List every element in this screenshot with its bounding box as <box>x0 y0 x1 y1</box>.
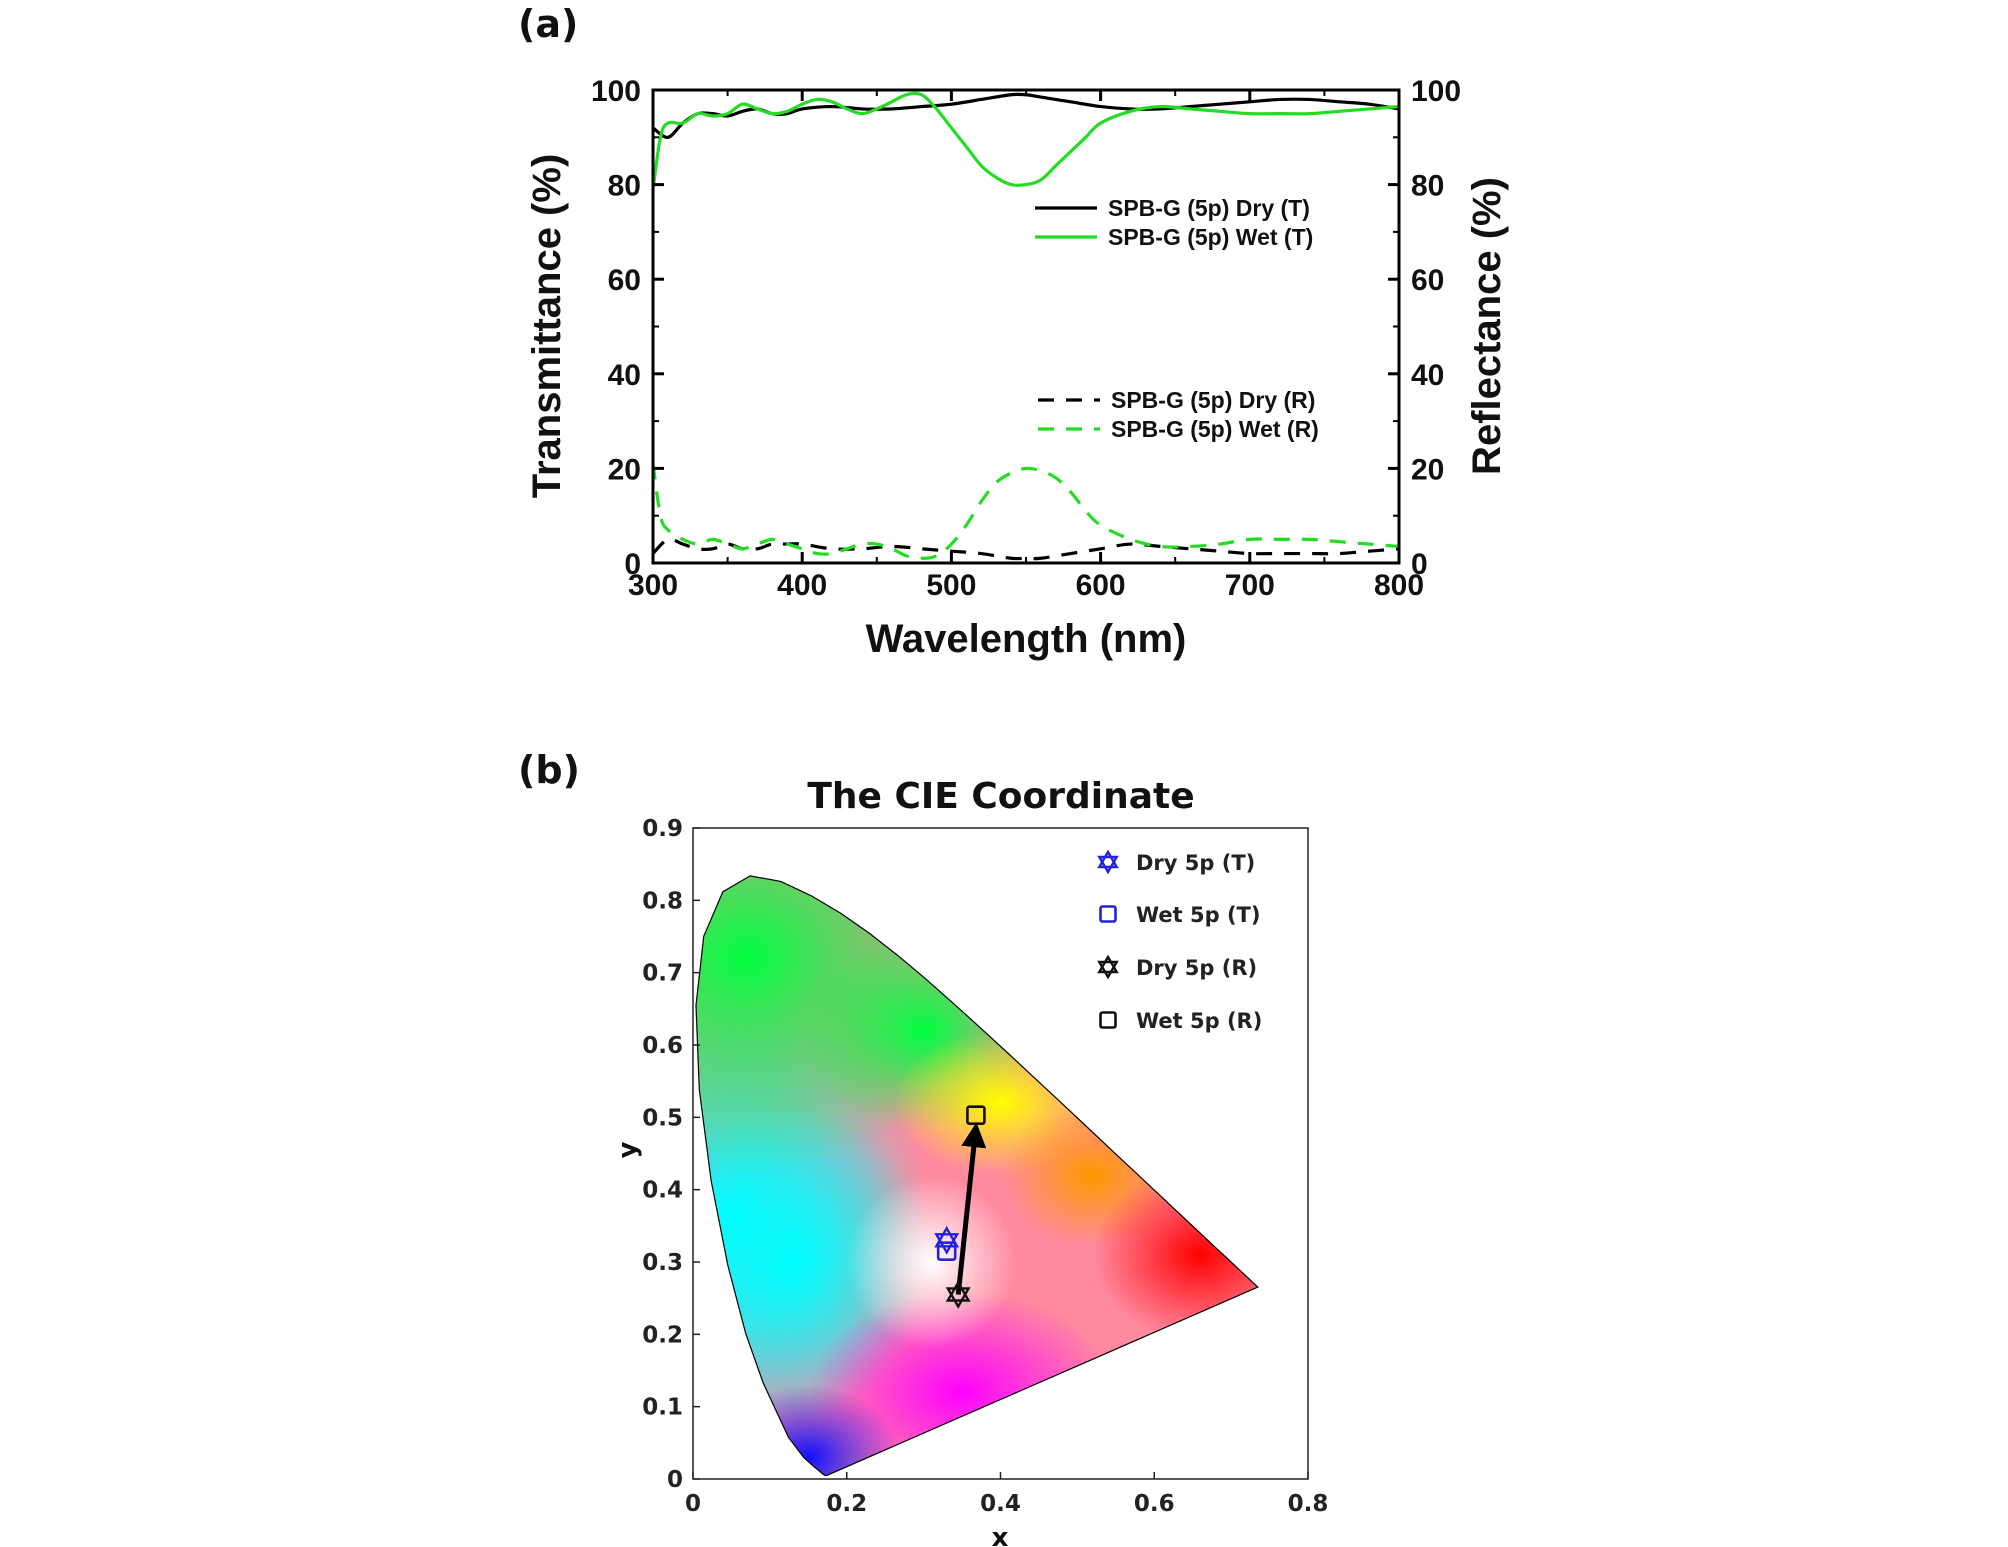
marker-2-tri-up <box>945 1280 971 1302</box>
panel-b-cie-chart: (b) The CIE Coordinate 0 0.2 0.4 0.6 0.8 0 0.1… <box>518 748 1329 1547</box>
panel-b-x-axis-label: x <box>992 1523 1009 1547</box>
panel-a-x-axis-label: Wavelength (nm) <box>866 617 1187 661</box>
series-line-2 <box>653 537 1399 561</box>
marker-3 <box>966 1105 986 1125</box>
panel-a-y-axis-label: Transmittance (%) <box>525 154 569 499</box>
y-tick-label: 20 <box>608 453 641 486</box>
y-tick-label: 0.9 <box>642 816 683 842</box>
cie-color-blob <box>1092 1167 1258 1342</box>
panel-a-spectra-chart: (a) 300 400 500 600 700 800020406080100020406… <box>518 2 1509 661</box>
series-line-0 <box>653 92 1399 139</box>
y-tick-label: 0.4 <box>642 1178 683 1204</box>
legend-marker-0-tri-down <box>1097 855 1119 875</box>
y-tick-label: 0 <box>667 1467 683 1493</box>
x-tick-label: 0.8 <box>1288 1491 1329 1517</box>
legend-marker-3 <box>1099 1011 1117 1029</box>
x-tick-label: 600 <box>1076 569 1126 602</box>
y-tick-label: 0.2 <box>642 1322 683 1348</box>
x-tick-label: 700 <box>1225 569 1275 602</box>
y2-tick-label: 60 <box>1411 264 1444 297</box>
x-tick-label: 0.2 <box>826 1491 867 1517</box>
panel-a-series-group <box>653 91 1399 561</box>
y2-tick-label: 20 <box>1411 453 1444 486</box>
legend-label: SPB-G (5p) Wet (R) <box>1111 416 1319 442</box>
shift-arrow <box>955 1122 987 1295</box>
legend-marker-1 <box>1099 905 1117 923</box>
y-tick-label: 0.5 <box>642 1105 683 1131</box>
y2-tick-label: 80 <box>1411 170 1444 203</box>
y-tick-label: 100 <box>591 75 641 108</box>
y-tick-label: 0 <box>624 548 641 581</box>
x-tick-label: 0 <box>685 1491 701 1517</box>
x-tick-label: 800 <box>1374 569 1424 602</box>
y-tick-label: 0.7 <box>642 961 683 987</box>
y2-tick-label: 0 <box>1411 548 1428 581</box>
legend-marker-2-tri-down <box>1097 960 1119 980</box>
x-tick-label: 300 <box>628 569 678 602</box>
panel-a-plot-area: 300 400 500 600 700 8000204060801000204060801… <box>591 75 1461 602</box>
series-line-1 <box>653 91 1399 190</box>
series-line-3 <box>653 463 1399 560</box>
y-tick-label: 0.3 <box>642 1250 683 1276</box>
legend-label: SPB-G (5p) Dry (T) <box>1108 195 1310 221</box>
cie-spectral-locus <box>695 875 1259 1477</box>
y2-tick-label: 100 <box>1411 75 1461 108</box>
legend-label: Wet 5p (R) <box>1136 1009 1262 1033</box>
cie-color-blob <box>716 1384 901 1476</box>
y-tick-label: 60 <box>608 264 641 297</box>
y2-tick-label: 40 <box>1411 359 1444 392</box>
x-tick-label: 0.4 <box>980 1491 1021 1517</box>
y-tick-label: 80 <box>608 170 641 203</box>
y-tick-label: 40 <box>608 359 641 392</box>
cie-color-blob <box>846 1175 1016 1349</box>
legend-marker-0 <box>1097 849 1119 875</box>
panel-b-y-axis-label: y <box>613 1141 643 1158</box>
legend-marker-2-tri-up <box>1097 954 1119 974</box>
panel-a-label: (a) <box>518 2 578 46</box>
marker-1 <box>936 1241 957 1261</box>
y-tick-label: 0.1 <box>642 1395 683 1421</box>
panel-b-label: (b) <box>518 748 580 792</box>
panel-a-y2-axis-label: Reflectance (%) <box>1465 177 1509 475</box>
x-tick-label: 0.6 <box>1134 1491 1175 1517</box>
legend-label: Dry 5p (R) <box>1136 956 1257 980</box>
legend-label: SPB-G (5p) Wet (T) <box>1108 224 1313 250</box>
legend-label: Wet 5p (T) <box>1136 903 1260 927</box>
panel-b-title: The CIE Coordinate <box>807 776 1194 817</box>
y-tick-label: 0.8 <box>642 888 683 914</box>
y-tick-label: 0.6 <box>642 1033 683 1059</box>
x-tick-label: 400 <box>777 569 827 602</box>
marker-2 <box>945 1280 971 1309</box>
marker-0-tri-up <box>934 1225 960 1248</box>
panel-b-plot-area: 0 0.2 0.4 0.6 0.8 0 0.1 0.2 0.3 0.4 0.5 0.6 0.7 0.8 0.… <box>642 816 1329 1517</box>
legend-label: SPB-G (5p) Dry (R) <box>1111 387 1315 413</box>
x-tick-label: 500 <box>926 569 976 602</box>
legend-label: Dry 5p (T) <box>1136 851 1255 875</box>
legend-marker-2 <box>1097 954 1119 980</box>
panel-a-axes-frame <box>651 88 1401 565</box>
legend-marker-0-tri-up <box>1097 849 1119 869</box>
marker-2-tri-down <box>945 1287 971 1309</box>
